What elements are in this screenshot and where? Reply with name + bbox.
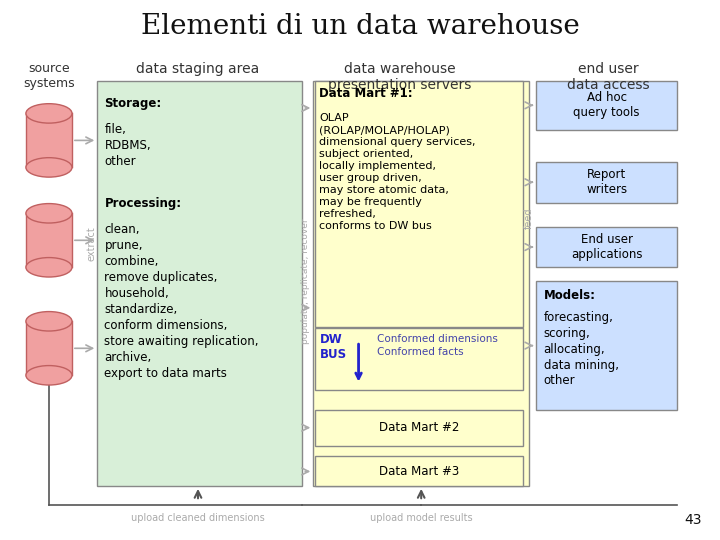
Bar xyxy=(26,113,72,167)
Text: file,
RDBMS,
other: file, RDBMS, other xyxy=(104,123,151,168)
Text: upload model results: upload model results xyxy=(370,513,472,523)
Bar xyxy=(97,81,302,486)
Ellipse shape xyxy=(26,258,72,277)
Text: upload cleaned dimensions: upload cleaned dimensions xyxy=(131,513,265,523)
Bar xyxy=(315,410,523,445)
Text: Models:: Models: xyxy=(544,289,595,302)
Ellipse shape xyxy=(26,104,72,123)
Bar xyxy=(536,162,677,202)
Text: DW
BUS: DW BUS xyxy=(320,333,347,361)
Text: Elementi di un data warehouse: Elementi di un data warehouse xyxy=(140,14,580,40)
Bar xyxy=(313,81,529,486)
Text: Data Mart #3: Data Mart #3 xyxy=(379,464,459,478)
Bar xyxy=(315,81,523,327)
Ellipse shape xyxy=(26,204,72,223)
Text: feed: feed xyxy=(524,208,534,230)
Text: End user
applications: End user applications xyxy=(571,233,642,261)
Text: populate, replicate, recover: populate, replicate, recover xyxy=(302,218,310,343)
Text: data staging area: data staging area xyxy=(136,62,260,76)
Text: data warehouse
presentation servers: data warehouse presentation servers xyxy=(328,62,472,92)
Bar xyxy=(26,321,72,375)
Ellipse shape xyxy=(26,158,72,177)
Text: Storage:: Storage: xyxy=(104,97,162,110)
Text: Data Mart #1:: Data Mart #1: xyxy=(319,87,413,100)
Ellipse shape xyxy=(26,312,72,331)
Text: Report
writers: Report writers xyxy=(586,168,627,196)
Bar xyxy=(536,227,677,267)
Bar xyxy=(315,328,523,390)
Ellipse shape xyxy=(26,366,72,385)
Text: Processing:: Processing: xyxy=(104,197,181,210)
Text: forecasting,
scoring,
allocating,
data mining,
other: forecasting, scoring, allocating, data m… xyxy=(544,310,618,388)
Text: Ad hoc
query tools: Ad hoc query tools xyxy=(573,91,640,119)
Text: end user
data access: end user data access xyxy=(567,62,649,92)
Text: OLAP
(ROLAP/MOLAP/HOLAP)
dimensional query services,
subject oriented,
locally i: OLAP (ROLAP/MOLAP/HOLAP) dimensional que… xyxy=(319,113,475,232)
Bar xyxy=(536,81,677,130)
Text: clean,
prune,
combine,
remove duplicates,
household,
standardize,
conform dimens: clean, prune, combine, remove duplicates… xyxy=(104,223,259,380)
Bar xyxy=(26,213,72,267)
Text: 43: 43 xyxy=(685,512,702,526)
Text: Data Mart #2: Data Mart #2 xyxy=(379,421,459,435)
Bar xyxy=(536,281,677,410)
Text: extract: extract xyxy=(86,227,96,261)
Text: Conformed dimensions
Conformed facts: Conformed dimensions Conformed facts xyxy=(377,334,498,356)
Bar xyxy=(315,456,523,486)
Text: source
systems: source systems xyxy=(23,62,75,90)
